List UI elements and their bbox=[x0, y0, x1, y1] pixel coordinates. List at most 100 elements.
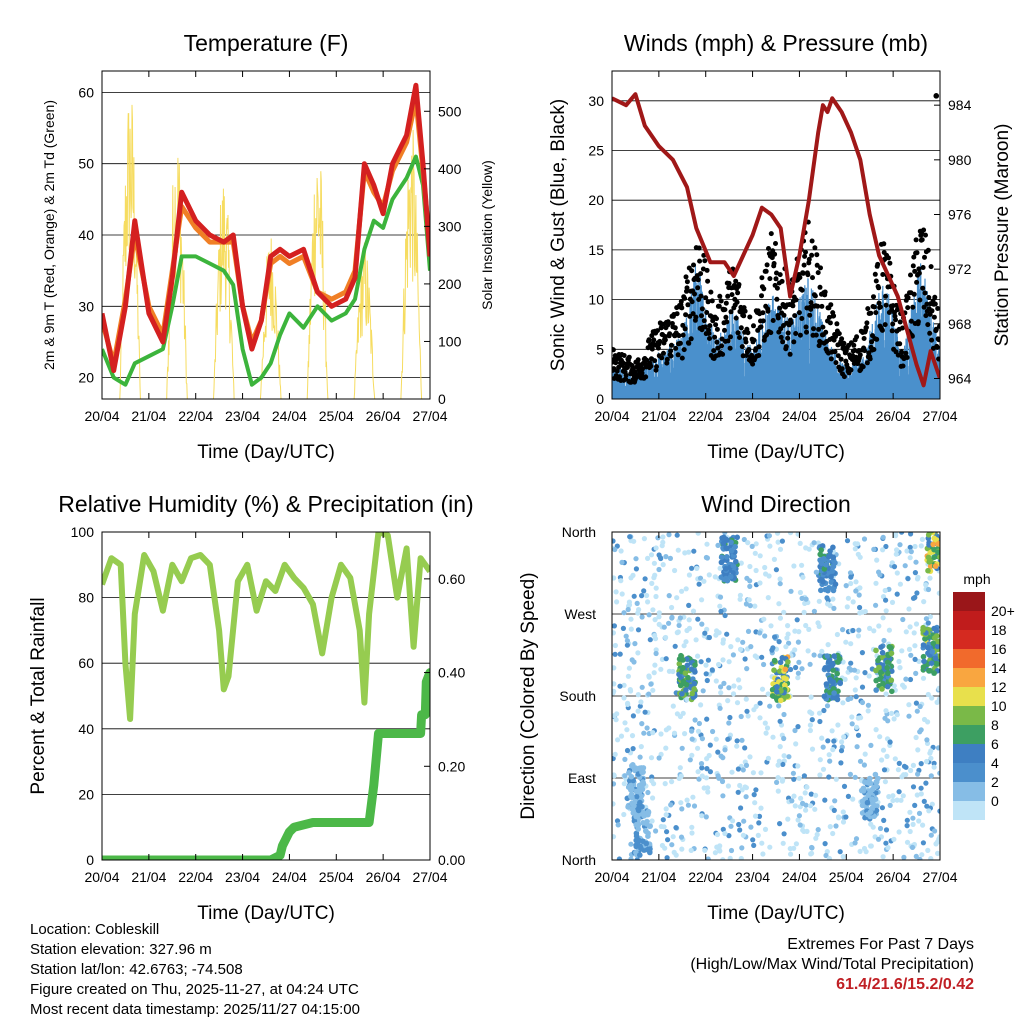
pressure-line bbox=[612, 92, 940, 388]
direction-point bbox=[823, 852, 829, 859]
gust-point bbox=[916, 270, 922, 276]
gust-point bbox=[765, 308, 771, 314]
y-tick-label: 25 bbox=[588, 143, 604, 159]
direction-point bbox=[642, 709, 648, 715]
panel-3: Relative Humidity (%) & Precipitation (i… bbox=[28, 491, 474, 924]
gust-point bbox=[876, 300, 882, 306]
direction-point bbox=[612, 575, 617, 581]
direction-point bbox=[753, 787, 759, 793]
direction-point bbox=[803, 596, 809, 602]
direction-cluster-point bbox=[837, 679, 843, 686]
gust-point bbox=[910, 263, 916, 269]
direction-point bbox=[776, 601, 782, 607]
direction-point bbox=[684, 696, 690, 703]
direction-point bbox=[621, 811, 627, 818]
colorbar-swatch bbox=[953, 668, 985, 687]
direction-point bbox=[777, 744, 783, 750]
x-tick-label: 20/04 bbox=[84, 869, 119, 885]
direction-point bbox=[921, 798, 927, 805]
direction-point bbox=[835, 722, 841, 728]
direction-cluster-point bbox=[879, 649, 886, 656]
gust-point bbox=[773, 241, 778, 246]
direction-point bbox=[662, 781, 668, 787]
gust-point bbox=[867, 356, 873, 362]
direction-point bbox=[649, 580, 655, 587]
direction-point bbox=[891, 683, 897, 689]
direction-point bbox=[689, 565, 695, 571]
direction-point bbox=[716, 775, 722, 781]
x-tick-label: 22/04 bbox=[688, 869, 723, 885]
gust-point bbox=[723, 314, 729, 320]
gust-point bbox=[932, 294, 938, 300]
gust-point bbox=[827, 320, 833, 326]
direction-point bbox=[891, 836, 897, 842]
chart-title: Wind Direction bbox=[701, 491, 851, 517]
direction-point bbox=[664, 855, 670, 860]
direction-point bbox=[742, 745, 748, 751]
direction-point bbox=[917, 729, 923, 735]
y-tick-label: 60 bbox=[78, 84, 94, 100]
gust-point bbox=[655, 328, 660, 334]
direction-point bbox=[840, 700, 846, 706]
direction-point bbox=[704, 541, 710, 547]
gust-point bbox=[893, 317, 898, 323]
gust-point bbox=[714, 326, 720, 332]
direction-cluster-point bbox=[920, 642, 927, 648]
direction-cluster-point bbox=[821, 693, 828, 700]
gust-point bbox=[897, 319, 903, 325]
gust-point bbox=[836, 331, 842, 337]
gust-point bbox=[722, 327, 727, 333]
colorbar-swatch bbox=[953, 763, 985, 782]
direction-cluster-point bbox=[785, 659, 791, 665]
direction-point bbox=[752, 800, 758, 806]
direction-point bbox=[725, 698, 731, 704]
direction-point bbox=[630, 713, 637, 719]
gust-point bbox=[806, 256, 812, 262]
direction-cluster-point bbox=[930, 640, 937, 647]
direction-point bbox=[615, 737, 621, 743]
direction-point bbox=[641, 536, 648, 542]
direction-point bbox=[786, 640, 792, 646]
direction-point bbox=[840, 627, 846, 633]
direction-point bbox=[798, 795, 804, 801]
x-axis-label: Time (Day/UTC) bbox=[707, 903, 845, 924]
direction-point bbox=[718, 684, 724, 690]
direction-point bbox=[695, 728, 702, 734]
direction-point bbox=[880, 615, 886, 621]
direction-cluster-point bbox=[635, 807, 642, 814]
y-right-tick-label: 964 bbox=[948, 371, 972, 387]
direction-cluster-point bbox=[925, 532, 932, 538]
x-tick-label: 20/04 bbox=[594, 408, 629, 424]
direction-point bbox=[882, 715, 888, 721]
direction-point bbox=[712, 850, 719, 856]
gust-point bbox=[756, 344, 762, 350]
colorbar-swatch bbox=[953, 592, 985, 611]
direction-cluster-point bbox=[830, 667, 836, 673]
direction-cluster-point bbox=[823, 561, 829, 568]
direction-cluster-point bbox=[646, 823, 653, 829]
gust-point bbox=[922, 254, 927, 260]
colorbar-label: 6 bbox=[991, 736, 999, 752]
direction-cluster-point bbox=[928, 532, 934, 534]
recent-data-text: Most recent data timestamp: 2025/11/27 0… bbox=[30, 1001, 360, 1018]
direction-point bbox=[907, 809, 913, 815]
direction-cluster-point bbox=[728, 547, 735, 554]
direction-point bbox=[730, 652, 737, 658]
gust-point bbox=[761, 286, 767, 292]
direction-point bbox=[752, 653, 758, 659]
gust-point bbox=[646, 337, 652, 343]
gust-point bbox=[713, 322, 719, 328]
gust-point bbox=[924, 301, 930, 307]
direction-point bbox=[737, 685, 743, 691]
direction-point bbox=[832, 798, 838, 804]
gust-point bbox=[807, 312, 813, 318]
direction-point bbox=[853, 675, 859, 681]
direction-cluster-point bbox=[878, 644, 884, 650]
direction-point bbox=[746, 597, 752, 603]
direction-point bbox=[615, 822, 621, 828]
gust-point bbox=[799, 316, 805, 321]
direction-point bbox=[836, 815, 842, 821]
direction-point bbox=[660, 562, 666, 568]
direction-point bbox=[736, 677, 742, 683]
direction-cluster-point bbox=[832, 581, 839, 587]
